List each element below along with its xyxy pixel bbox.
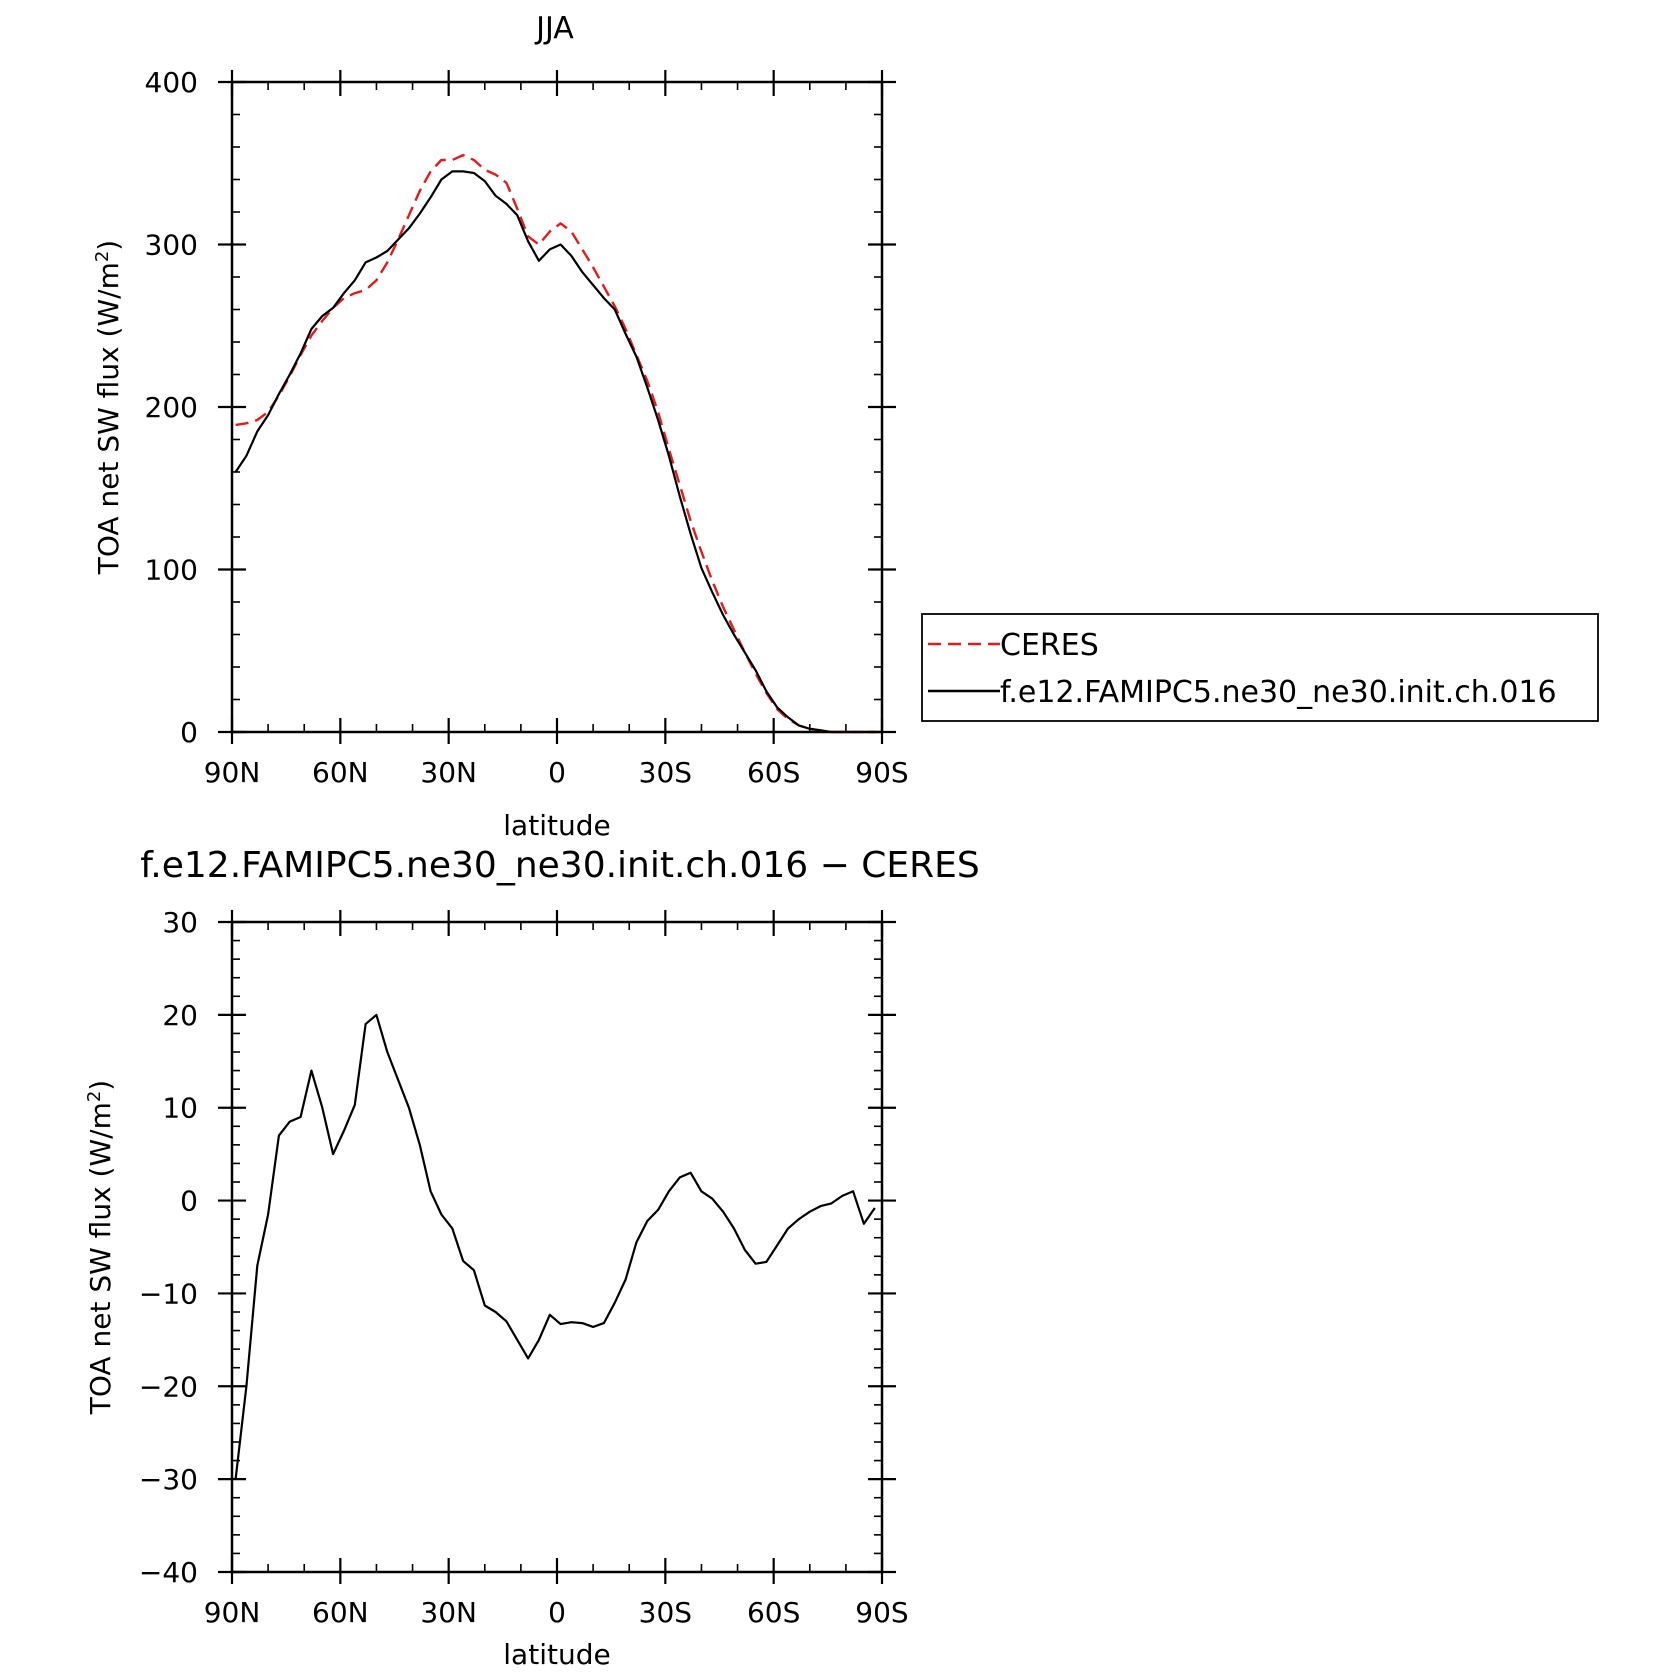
y-tick-label: 10 <box>162 1092 198 1125</box>
top-y-axis-label-sup: 2 <box>92 251 113 262</box>
x-tick-label: 30S <box>639 1596 692 1629</box>
x-tick-label: 60S <box>747 756 800 789</box>
model-series-line <box>234 1013 876 1480</box>
bottom-x-axis-label: latitude <box>503 1638 610 1671</box>
y-tick-label: 200 <box>145 391 198 424</box>
bottom-y-tick-labels: −40 −30 −20 −10 0 10 20 30 <box>139 906 198 1589</box>
y-tick-label: −20 <box>139 1370 198 1403</box>
y-tick-label: 0 <box>180 716 198 749</box>
x-tick-label: 0 <box>548 756 566 789</box>
bottom-series-lines <box>234 1013 876 1480</box>
x-tick-label: 60N <box>312 756 369 789</box>
y-tick-label: 100 <box>145 554 198 587</box>
y-tick-label: −10 <box>139 1277 198 1310</box>
top-tick-marks <box>218 70 896 744</box>
ceres-series-line <box>235 153 875 734</box>
y-tick-label: 300 <box>145 229 198 262</box>
legend-label-model: f.e12.FAMIPC5.ne30_ne30.init.ch.016 <box>1000 675 1557 710</box>
bottom-tick-marks <box>218 910 896 1584</box>
x-tick-label: 30N <box>420 756 477 789</box>
top-y-tick-labels: 0 100 200 300 400 <box>145 66 198 749</box>
y-tick-label: −30 <box>139 1463 198 1496</box>
bottom-y-axis-label-sup: 2 <box>84 1091 105 1102</box>
x-tick-label: 0 <box>548 1596 566 1629</box>
y-tick-label: 20 <box>162 999 198 1032</box>
top-x-tick-labels: 90N 60N 30N 0 30S 60S 90S <box>204 756 909 789</box>
bottom-plot-frame <box>230 920 884 1574</box>
bottom-y-axis-label-main: TOA net SW flux (W/m <box>84 1102 117 1415</box>
bottom-panel: f.e12.FAMIPC5.ne30_ne30.init.ch.016 − CE… <box>84 845 980 1671</box>
legend-label-ceres: CERES <box>1000 628 1099 663</box>
y-tick-label: −40 <box>139 1556 198 1589</box>
x-tick-label: 90N <box>204 1596 261 1629</box>
x-tick-label: 90S <box>855 756 908 789</box>
top-y-axis-label: TOA net SW flux (W/m2) <box>92 240 125 575</box>
bottom-title: f.e12.FAMIPC5.ne30_ne30.init.ch.016 − CE… <box>140 845 979 886</box>
y-tick-label: 0 <box>180 1185 198 1218</box>
top-y-axis-label-tail: ) <box>92 240 125 251</box>
top-plot-frame <box>230 80 884 734</box>
x-tick-label: 60S <box>747 1596 800 1629</box>
bottom-y-axis-label: TOA net SW flux (W/m2) <box>84 1080 117 1415</box>
model-series-line <box>234 170 875 734</box>
x-tick-label: 90N <box>204 756 261 789</box>
x-tick-label: 90S <box>855 1596 908 1629</box>
y-tick-label: 400 <box>145 66 198 99</box>
top-x-axis-label: latitude <box>503 809 610 842</box>
x-tick-label: 30S <box>639 756 692 789</box>
legend-box <box>921 613 1599 722</box>
bottom-y-axis-label-tail: ) <box>84 1080 117 1091</box>
top-title: JJA <box>534 11 574 46</box>
top-series-lines <box>234 153 875 734</box>
bottom-x-tick-labels: 90N 60N 30N 0 30S 60S 90S <box>204 1596 909 1629</box>
y-tick-label: 30 <box>162 906 198 939</box>
top-panel: JJA 0 100 200 300 400 90N 60N 30N 0 30S 60S 90S la… <box>92 11 909 842</box>
top-y-axis-label-main: TOA net SW flux (W/m <box>92 262 125 575</box>
legend: CERES f.e12.FAMIPC5.ne30_ne30.init.ch.01… <box>921 613 1599 722</box>
x-tick-label: 30N <box>420 1596 477 1629</box>
x-tick-label: 60N <box>312 1596 369 1629</box>
